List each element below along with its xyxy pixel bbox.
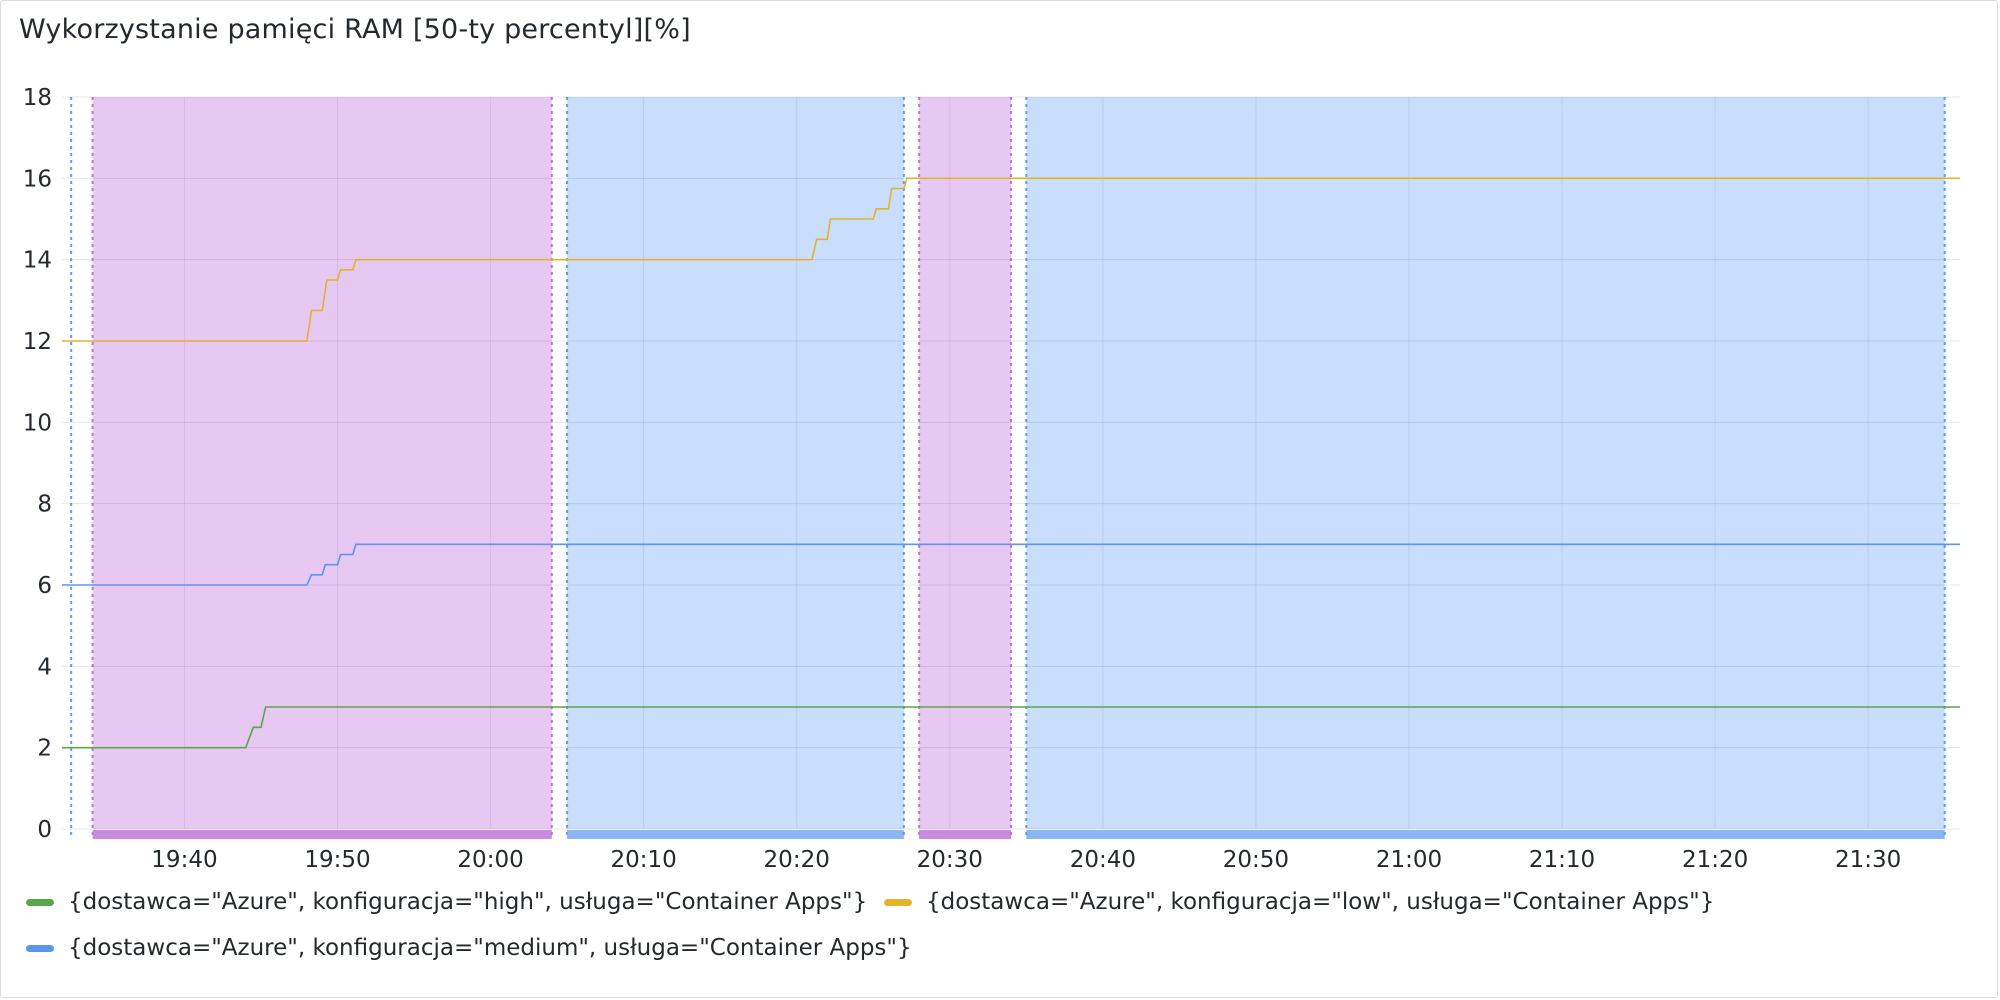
series-line-1 xyxy=(62,177,1960,342)
y-tick-label-16: 16 xyxy=(23,166,52,192)
x-tick-label-2030: 20:30 xyxy=(917,847,983,873)
region-bar-2 xyxy=(919,830,1011,839)
y-tick-label-2: 2 xyxy=(37,736,52,762)
legend-item-medium[interactable]: {dostawca="Azure", konfiguracja="medium"… xyxy=(26,935,912,961)
legend-label-high: {dostawca="Azure", konfiguracja="high", … xyxy=(68,889,868,915)
y-tick-label-18: 18 xyxy=(23,85,52,111)
x-tick-label-2120: 21:20 xyxy=(1682,847,1748,873)
x-tick-label-2040: 20:40 xyxy=(1070,847,1136,873)
x-tick-label-1950: 19:50 xyxy=(304,847,370,873)
legend-item-high[interactable]: {dostawca="Azure", konfiguracja="high", … xyxy=(26,889,867,915)
legend-swatch-low xyxy=(884,898,912,906)
x-tick-label-2000: 20:00 xyxy=(457,847,523,873)
x-tick-label-2110: 21:10 xyxy=(1529,847,1595,873)
region-band-1 xyxy=(567,97,904,829)
legend-label-low: {dostawca="Azure", konfiguracja="low", u… xyxy=(926,889,1715,915)
series-line-0 xyxy=(62,706,1960,749)
region-bar-0 xyxy=(92,830,552,839)
region-bar-1 xyxy=(567,830,904,839)
x-tick-label-1940: 19:40 xyxy=(151,847,217,873)
y-tick-label-14: 14 xyxy=(23,248,52,274)
legend-label-medium: {dostawca="Azure", konfiguracja="medium"… xyxy=(68,935,912,961)
x-tick-label-2020: 20:20 xyxy=(764,847,830,873)
y-tick-label-6: 6 xyxy=(37,573,52,599)
region-band-0 xyxy=(92,97,552,829)
x-tick-label-2130: 21:30 xyxy=(1835,847,1901,873)
region-band-3 xyxy=(1026,97,1945,829)
legend-swatch-high xyxy=(26,898,54,906)
legend-swatch-medium xyxy=(26,944,54,952)
y-tick-label-4: 4 xyxy=(37,654,52,680)
x-tick-label-2050: 20:50 xyxy=(1223,847,1289,873)
y-tick-label-12: 12 xyxy=(23,329,52,355)
region-band-2 xyxy=(919,97,1011,829)
chart-title: Wykorzystanie pamięci RAM [50-ty percent… xyxy=(19,14,691,45)
y-tick-label-0: 0 xyxy=(37,817,52,843)
x-tick-label-2010: 20:10 xyxy=(610,847,676,873)
y-tick-label-10: 10 xyxy=(23,410,52,436)
x-tick-label-2100: 21:00 xyxy=(1376,847,1442,873)
legend-item-low[interactable]: {dostawca="Azure", konfiguracja="low", u… xyxy=(884,889,1714,915)
region-bar-3 xyxy=(1026,830,1945,839)
y-tick-label-8: 8 xyxy=(37,492,52,518)
series-line-2 xyxy=(62,543,1960,586)
